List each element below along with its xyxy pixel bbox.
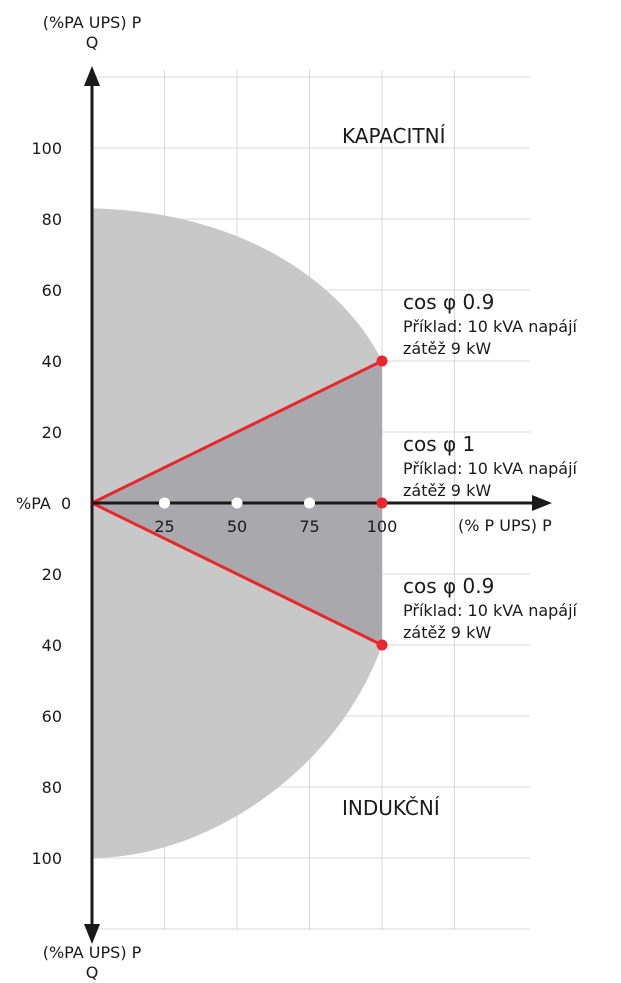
- y-tick-label: 80: [42, 778, 62, 797]
- annotation-title-0: cos φ 0.9: [403, 290, 494, 314]
- origin-label: %PA 0: [16, 494, 71, 513]
- y-tick-label: 20: [42, 423, 62, 442]
- y-axis-arrow-down: [84, 924, 100, 944]
- y-axis-top-label-line1: (%PA UPS) P: [43, 13, 142, 32]
- series-line-2: [90, 501, 384, 647]
- point-white: [231, 497, 243, 509]
- y-tick-label: 60: [42, 707, 62, 726]
- x-tick-label: 25: [154, 517, 174, 536]
- annotation-line1-2: Příklad: 10 kVA napájí: [403, 601, 578, 620]
- y-axis-bottom-label-line2: Q: [86, 963, 99, 982]
- point-white: [304, 497, 315, 509]
- annotation-line2-0: zátěž 9 kW: [403, 339, 491, 358]
- y-tick-label: 20: [42, 565, 62, 584]
- y-tick-label: 40: [42, 352, 62, 371]
- annotation-title-2: cos φ 0.9: [403, 574, 494, 598]
- annotation-title-1: cos φ 1: [403, 432, 475, 456]
- x-axis-label: (% P UPS) P: [458, 516, 552, 535]
- annotation-line1-1: Příklad: 10 kVA napájí: [403, 459, 578, 478]
- x-tick-label: 100: [367, 517, 398, 536]
- point-red: [376, 355, 388, 367]
- series-line-0: [90, 359, 384, 505]
- x-tick-label: 50: [227, 517, 247, 536]
- y-tick-label: 60: [42, 281, 62, 300]
- data-points: [159, 355, 388, 651]
- annotation-line1-0: Příklad: 10 kVA napájí: [403, 317, 578, 336]
- annotation-line2-1: zátěž 9 kW: [403, 481, 491, 500]
- x-tick-label: 75: [299, 517, 319, 536]
- point-white: [159, 497, 170, 509]
- y-tick-label: 80: [42, 210, 62, 229]
- y-axis-bottom-label-line1: (%PA UPS) P: [43, 943, 142, 962]
- y-tick-label: 100: [31, 139, 62, 158]
- point-red: [376, 639, 388, 651]
- region-label-capacitive: KAPACITNÍ: [342, 124, 446, 148]
- x-axis-arrow: [532, 495, 552, 511]
- point-red: [376, 497, 388, 509]
- annotation-line2-2: zátěž 9 kW: [403, 623, 491, 642]
- y-tick-label: 40: [42, 636, 62, 655]
- y-axis-arrow-up: [84, 66, 100, 86]
- y-axis-top-label-line2: Q: [86, 33, 99, 52]
- region-label-inductive: INDUKČNÍ: [342, 796, 440, 820]
- y-tick-label: 100: [31, 849, 62, 868]
- labels: (%PA UPS) P Q (%PA UPS) P Q (% P UPS) P …: [16, 13, 578, 982]
